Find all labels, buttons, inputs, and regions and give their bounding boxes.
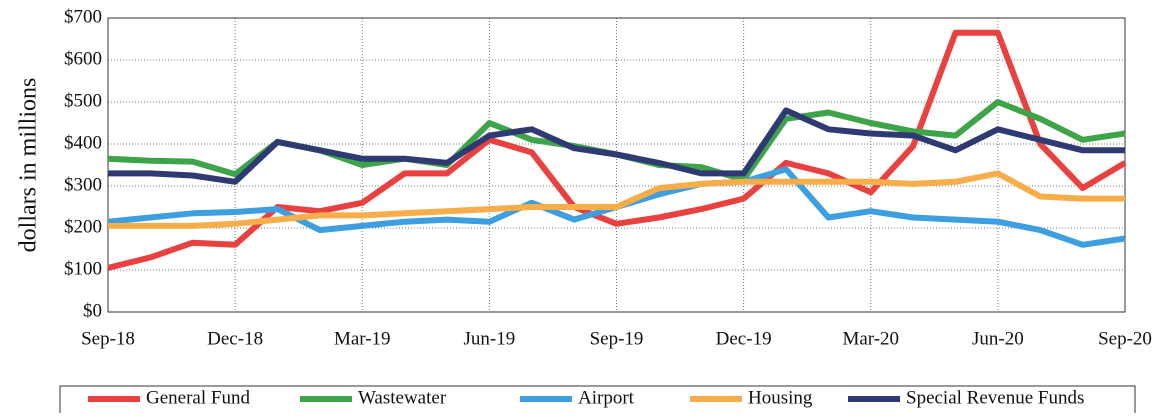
legend-label: Special Revenue Funds [906, 387, 1084, 408]
line-series [108, 107, 1125, 185]
y-tick-label: $300 [64, 174, 102, 195]
legend-label: Wastewater [358, 387, 447, 408]
legend-label: General Fund [146, 387, 250, 408]
y-tick-label: $0 [83, 300, 102, 321]
x-tick-label: Jun-19 [464, 328, 516, 349]
y-axis-label: dollars in millions [16, 78, 42, 253]
y-tick-label: $100 [64, 258, 102, 279]
x-tick-label: Mar-20 [842, 328, 899, 349]
y-tick-label: $400 [64, 132, 102, 153]
y-tick-label: $500 [64, 90, 102, 111]
legend-label: Housing [748, 387, 813, 408]
x-tick-label: Mar-19 [334, 328, 391, 349]
y-tick-label: $600 [64, 48, 102, 69]
x-tick-label: Sep-20 [1098, 328, 1152, 349]
y-tick-label: $200 [64, 216, 102, 237]
legend-label: Airport [578, 387, 635, 408]
x-tick-label: Dec-18 [207, 328, 263, 349]
x-tick-label: Sep-19 [590, 328, 644, 349]
x-tick-label: Sep-18 [81, 328, 135, 349]
y-tick-label: $700 [64, 6, 102, 27]
x-tick-label: Jun-20 [972, 328, 1024, 349]
x-tick-label: Dec-19 [716, 328, 772, 349]
line-series [108, 170, 1125, 229]
